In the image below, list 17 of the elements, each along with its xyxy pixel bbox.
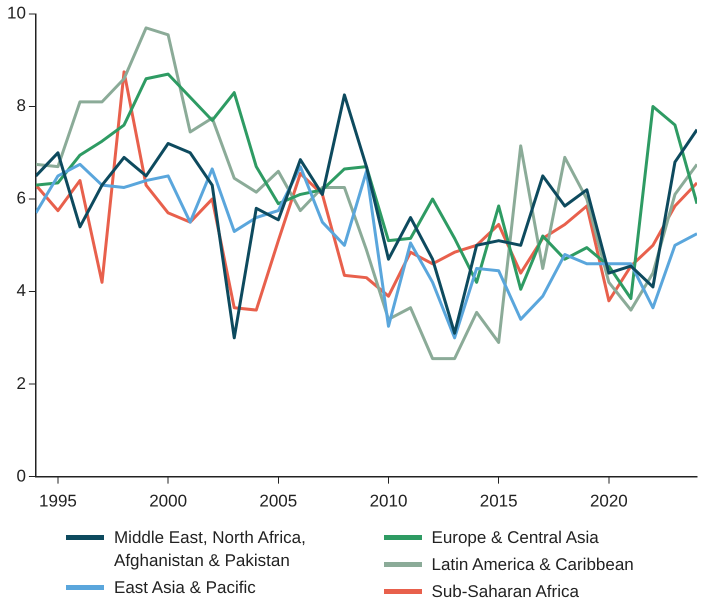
legend-label: Middle East, North Africa, Afghanistan & Pakistan [114, 527, 307, 572]
legend-label: Latin America & Caribbean [432, 554, 634, 576]
x-tick-label: 2010 [370, 491, 408, 510]
x-tick-label: 2020 [590, 491, 628, 510]
y-tick-label: 2 [16, 374, 26, 393]
y-tick-label: 6 [16, 188, 26, 208]
legend-label: Europe & Central Asia [432, 527, 599, 549]
x-tick-label: 2000 [149, 491, 188, 510]
legend-label: East Asia & Pacific [114, 577, 256, 599]
x-tick-label: 1995 [39, 491, 77, 510]
x-tick-label: 2005 [259, 491, 298, 510]
y-tick-label: 10 [6, 4, 26, 23]
y-tick-label: 8 [16, 96, 26, 116]
x-tick-label: 2015 [480, 491, 518, 510]
legend-label: Sub-Saharan Africa [432, 581, 579, 603]
y-tick-label: 4 [16, 281, 26, 300]
y-tick-label: 0 [16, 466, 26, 486]
